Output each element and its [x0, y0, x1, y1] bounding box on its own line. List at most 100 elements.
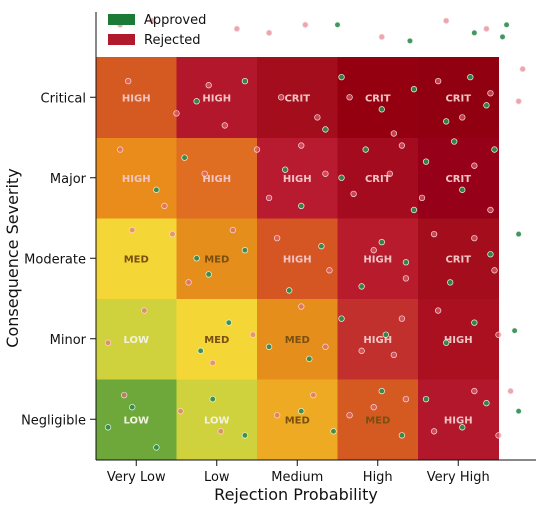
approved-point — [447, 279, 454, 286]
rejected-point — [402, 395, 410, 403]
rejected-point — [265, 194, 273, 202]
approved-point — [197, 347, 204, 354]
heatmap-cell — [96, 57, 177, 138]
rejected-point — [265, 29, 273, 36]
x-tick-label: Very High — [427, 470, 490, 485]
heatmap-cell — [337, 137, 419, 219]
approved-point — [330, 428, 337, 435]
heatmap-cell — [418, 137, 499, 219]
rejected-point — [205, 82, 212, 89]
cell-label: HIGH — [122, 174, 151, 185]
heatmap-cell — [176, 218, 258, 299]
rejected-point — [495, 432, 502, 439]
approved-point — [241, 432, 249, 439]
rejected-point — [507, 387, 514, 395]
approved-point — [398, 432, 406, 439]
cell-label: CRIT — [445, 93, 471, 104]
cell-label: CRIT — [445, 254, 471, 265]
approved-point — [104, 424, 112, 431]
x-tick-label: Very Low — [107, 470, 166, 485]
heatmap-cell — [337, 298, 419, 380]
approved-point — [471, 319, 478, 326]
cell-label: HIGH — [283, 174, 312, 185]
approved-point — [402, 259, 410, 266]
heatmap-cell — [257, 57, 338, 138]
cell-label: CRIT — [365, 93, 391, 104]
heatmap-cell — [337, 379, 419, 460]
rejected-point — [302, 21, 309, 28]
rejected-point — [229, 226, 237, 234]
heatmap-cell — [257, 218, 338, 299]
approved-point — [503, 21, 510, 28]
approved-point — [483, 400, 490, 407]
rejected-point — [434, 77, 442, 85]
heatmap-cell — [176, 57, 258, 138]
approved-point — [286, 287, 293, 294]
approved-point — [422, 395, 430, 403]
heatmap-cell — [96, 218, 177, 299]
cell-label: HIGH — [363, 335, 392, 346]
approved-point — [422, 158, 430, 165]
cell-label: HIGH — [122, 93, 151, 104]
cell-label: MED — [124, 254, 149, 265]
x-tick-label: High — [363, 470, 393, 485]
rejected-point — [217, 428, 224, 435]
approved-point — [487, 251, 494, 258]
approved-point — [410, 206, 418, 214]
approved-point — [511, 327, 518, 334]
approved-point — [129, 404, 136, 411]
rejected-point — [298, 303, 305, 310]
rejected-point — [370, 404, 377, 411]
heatmap-cell — [176, 298, 258, 380]
approved-point — [306, 355, 313, 363]
approved-point — [282, 166, 289, 173]
rejected-point — [209, 359, 216, 367]
rejected-point — [221, 122, 228, 129]
rejected-point — [402, 275, 410, 282]
rejected-point — [370, 247, 377, 254]
rejected-point — [495, 331, 502, 338]
approved-point — [443, 339, 450, 346]
rejected-point — [273, 234, 281, 242]
rejected-point — [459, 114, 466, 121]
rejected-point — [104, 339, 112, 346]
x-axis-label: Rejection Probability — [214, 485, 378, 504]
legend-label: Rejected — [144, 33, 201, 48]
heatmap-cell — [96, 298, 177, 380]
rejected-point — [483, 25, 490, 32]
approved-point — [382, 331, 389, 338]
y-tick-label: Minor — [50, 333, 87, 348]
cell-label: LOW — [123, 415, 149, 426]
approved-point — [499, 33, 506, 41]
rejected-point — [346, 412, 353, 419]
approved-point — [181, 154, 188, 161]
legend-swatch — [108, 34, 135, 45]
cell-label: MED — [285, 335, 310, 346]
approved-point — [459, 424, 466, 431]
approved-point — [406, 37, 414, 45]
cell-label: MED — [204, 335, 229, 346]
rejected-point — [177, 408, 184, 415]
approved-point — [459, 186, 466, 193]
rejected-point — [491, 267, 498, 274]
rejected-point — [471, 162, 478, 169]
approved-point — [153, 444, 160, 451]
rejected-point — [185, 279, 192, 286]
heatmap-cell — [418, 218, 499, 299]
y-tick-label: Moderate — [24, 252, 86, 267]
heatmap-cell — [418, 298, 499, 380]
approved-point — [338, 73, 345, 81]
approved-point — [451, 138, 458, 145]
heatmap-cell — [176, 379, 258, 460]
cell-label: HIGH — [283, 254, 312, 265]
rejected-point — [443, 17, 450, 24]
heatmap-cell — [337, 218, 419, 299]
cell-label: MED — [204, 254, 229, 265]
legend: Approved Rejected — [108, 13, 206, 48]
rejected-point — [169, 230, 176, 238]
rejected-point — [201, 170, 208, 177]
approved-point — [443, 118, 450, 125]
approved-point — [358, 283, 365, 290]
heatmap-cell-labels: LOW LOW MED MED HIGH LOW MED MED HIGH HIGH MED MED H… — [122, 93, 473, 426]
legend-label: Approved — [144, 13, 206, 28]
